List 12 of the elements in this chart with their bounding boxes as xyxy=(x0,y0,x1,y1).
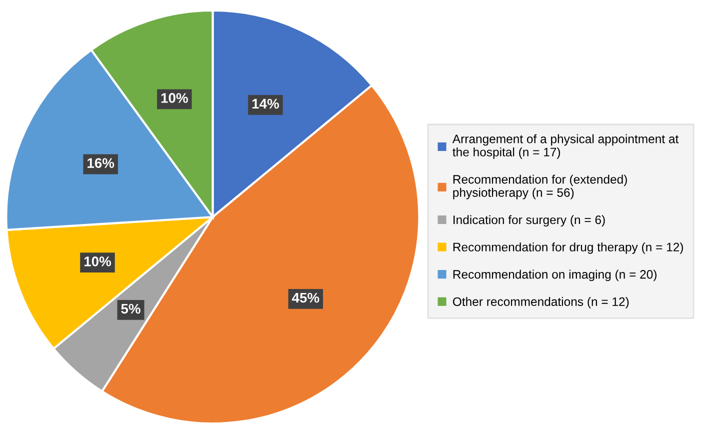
legend-label: Indication for surgery (n = 6) xyxy=(454,215,605,227)
legend-label: Arrangement of a physical appointment at the hospital (n = 17) xyxy=(452,134,679,159)
data-label: 14% xyxy=(252,98,279,109)
data-label: 5% xyxy=(121,304,140,314)
legend-label: Other recommendations (n = 12) xyxy=(452,297,629,308)
data-label: 16% xyxy=(88,158,114,168)
legend-label: Recommendation on imaging (n = 20) xyxy=(453,270,656,282)
data-label: 10% xyxy=(161,93,188,103)
legend-label: Recommendation for drug therapy (n = 12) xyxy=(453,242,683,254)
legend-label: Recommendation for (extended) physiotherapy (n = 56) xyxy=(453,174,627,200)
data-label: 10% xyxy=(84,256,112,266)
data-label: 45% xyxy=(292,292,320,303)
